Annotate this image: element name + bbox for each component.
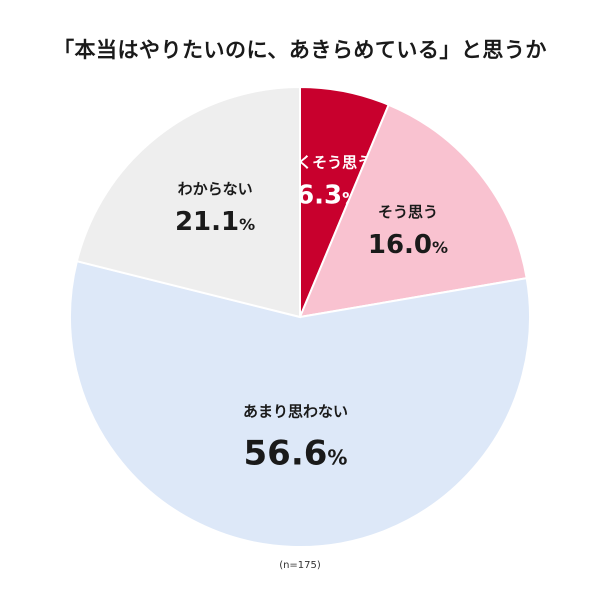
slice-label-4: わからない (178, 180, 253, 198)
slice-label-1: 強くそう思う (282, 154, 372, 172)
sample-size-note: (n=175) (279, 560, 321, 571)
slice-value-4: 21.1% (175, 207, 255, 237)
pie-slice-4 (75, 85, 301, 319)
chart-title: 「本当はやりたいのに、あきらめている」と思うか (53, 38, 547, 62)
slice-label-3: あまり思わない (243, 403, 348, 421)
pie-slice-2 (298, 103, 528, 319)
slice-value-3: 56.6% (244, 434, 348, 474)
slice-label-2: そう思う (378, 203, 438, 221)
slice-value-2: 16.0% (368, 230, 448, 260)
pie-slice-3 (69, 259, 531, 548)
